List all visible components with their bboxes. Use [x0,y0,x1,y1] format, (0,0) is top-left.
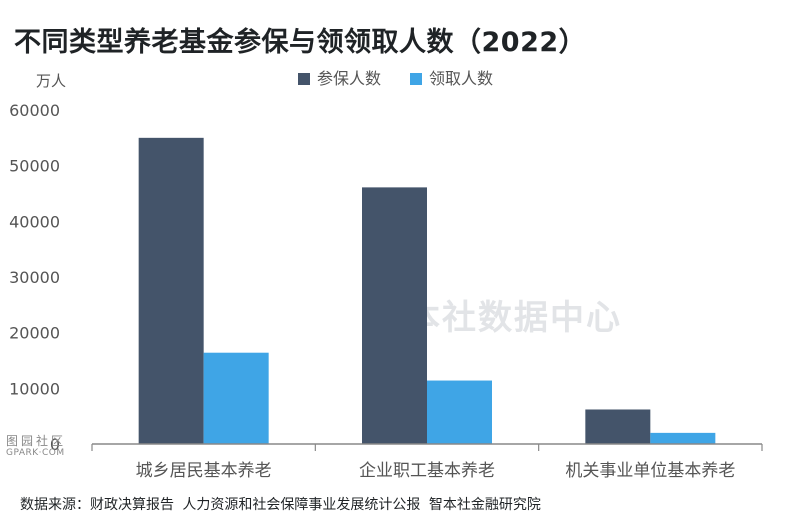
chart-title: 不同类型养老基金参保与领领取人数（2022） [14,27,587,58]
y-axis: 0 10000 20000 30000 40000 50000 60000 [9,101,60,454]
y-tick-label: 60000 [9,101,60,120]
bar-enrolled [362,187,427,445]
bar-recipients [427,380,492,444]
x-tick-label: 城乡居民基本养老 [136,461,272,481]
legend-label: 参保人数 [317,69,381,88]
x-tick-label: 机关事业单位基本养老 [565,461,735,481]
bars [138,137,716,445]
y-tick-label: 30000 [9,268,60,287]
y-tick-label: 0 [50,435,60,454]
bar-chart: 参保人数 领取人数 0 10000 20000 30000 40000 50000 60000… [9,69,763,481]
site-logo: 图园社区 GPARK·COM [6,435,86,459]
bar-enrolled [585,409,651,444]
x-axis: 城乡居民基本养老 企业职工基本养老 机关事业单位基本养老 [91,443,763,481]
y-tick-label: 40000 [9,212,60,231]
legend-swatch [410,73,422,85]
legend-label: 领取人数 [429,69,493,88]
logo-url: GPARK·COM [6,448,65,458]
legend-swatch [298,73,310,85]
logo-glyphs: 图园社区 [6,434,67,448]
bar-recipients [203,352,269,444]
y-tick-label: 20000 [9,324,60,343]
source-note: 数据来源：财政决算报告 人力资源和社会保障事业发展统计公报 智本社金融研究院 [20,497,541,513]
y-tick-label: 50000 [9,157,60,176]
bar-recipients [650,432,716,444]
y-tick-label: 10000 [9,379,60,398]
bar-enrolled [138,137,204,445]
x-tick-label: 企业职工基本养老 [359,461,495,481]
legend: 参保人数 领取人数 [298,69,493,88]
y-axis-unit-label: 万人 [36,72,67,90]
